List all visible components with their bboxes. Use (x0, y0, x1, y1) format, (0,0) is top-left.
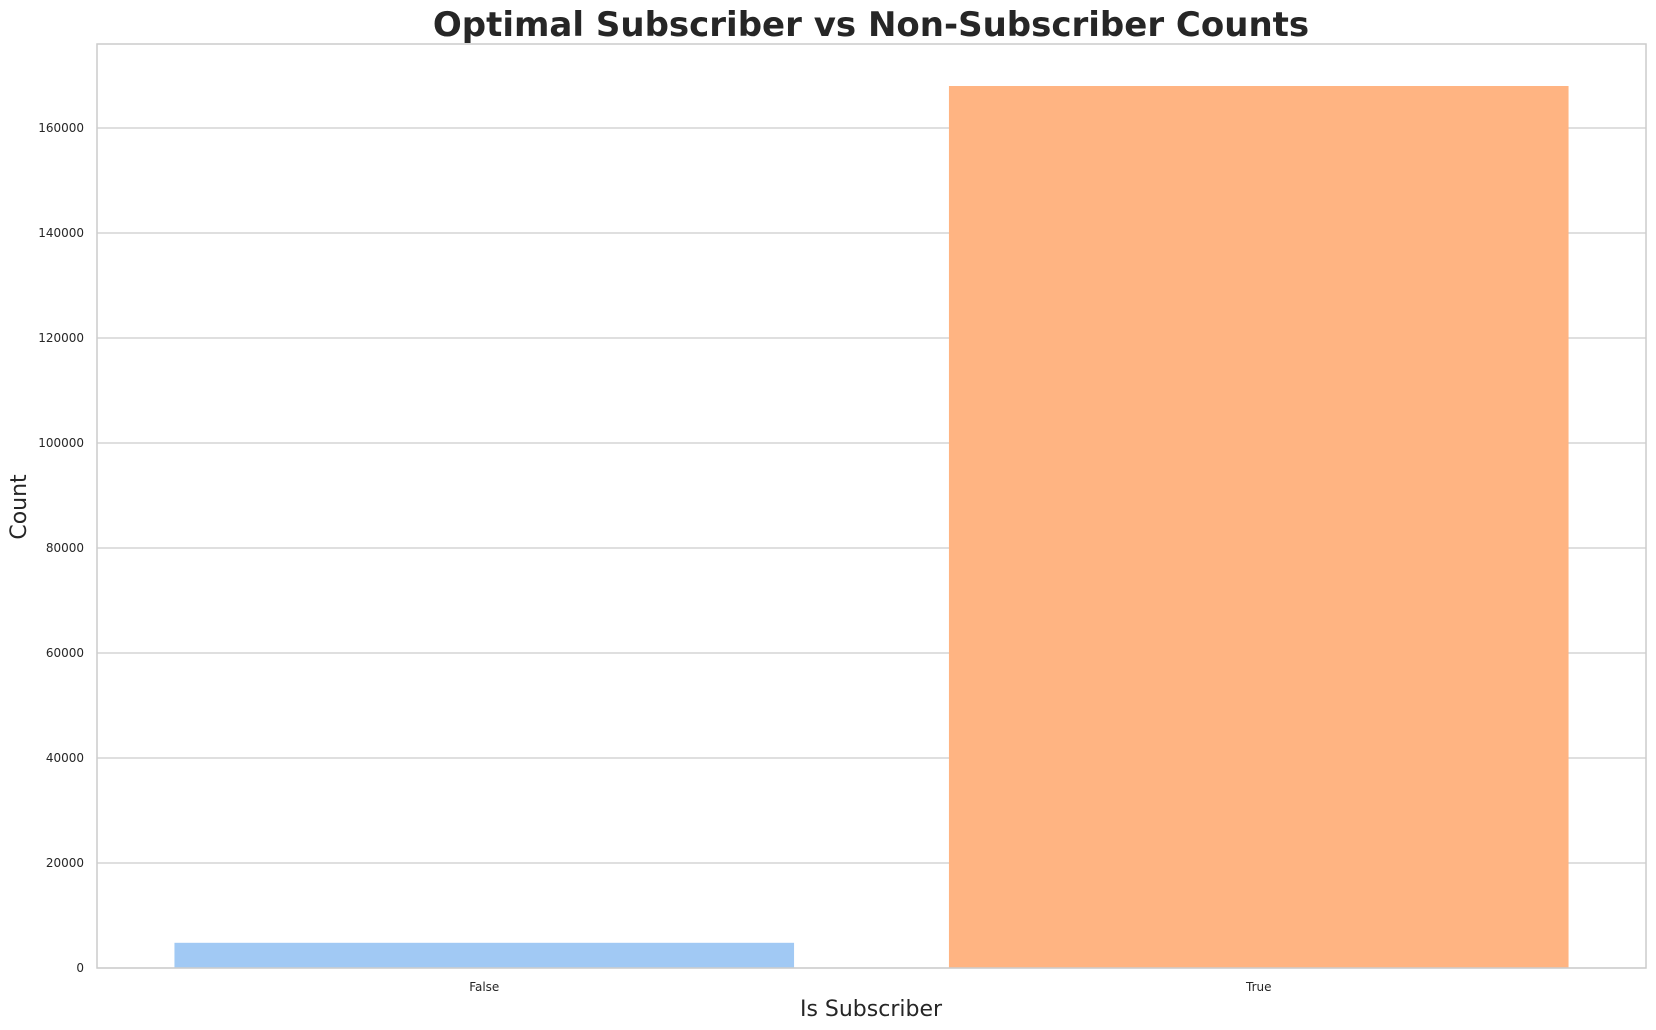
y-axis-ticks: 0 20000 40000 60000 80000 100000 120000 140000 1… (38, 121, 84, 975)
y-tick-label: 140000 (38, 226, 84, 240)
y-axis-label: Count (7, 474, 32, 540)
x-tick-label: True (1245, 980, 1272, 994)
y-tick-label: 160000 (38, 121, 84, 135)
y-tick-label: 120000 (38, 331, 84, 345)
gridlines (97, 127, 1646, 969)
y-tick-label: 100000 (38, 436, 84, 450)
y-tick-label: 0 (76, 961, 84, 975)
x-axis-ticks: False True (469, 980, 1271, 994)
x-axis-label: Is Subscriber (800, 997, 943, 1022)
bar-true (948, 86, 1569, 968)
bar-false (174, 942, 795, 968)
y-tick-label: 80000 (46, 541, 84, 555)
x-tick-label: False (469, 980, 499, 994)
y-tick-label: 20000 (46, 856, 84, 870)
y-tick-label: 60000 (46, 646, 84, 660)
chart-title: Optimal Subscriber vs Non-Subscriber Cou… (433, 5, 1309, 45)
y-tick-label: 40000 (46, 751, 84, 765)
plot-frame (96, 43, 1647, 969)
bars (174, 86, 1569, 968)
